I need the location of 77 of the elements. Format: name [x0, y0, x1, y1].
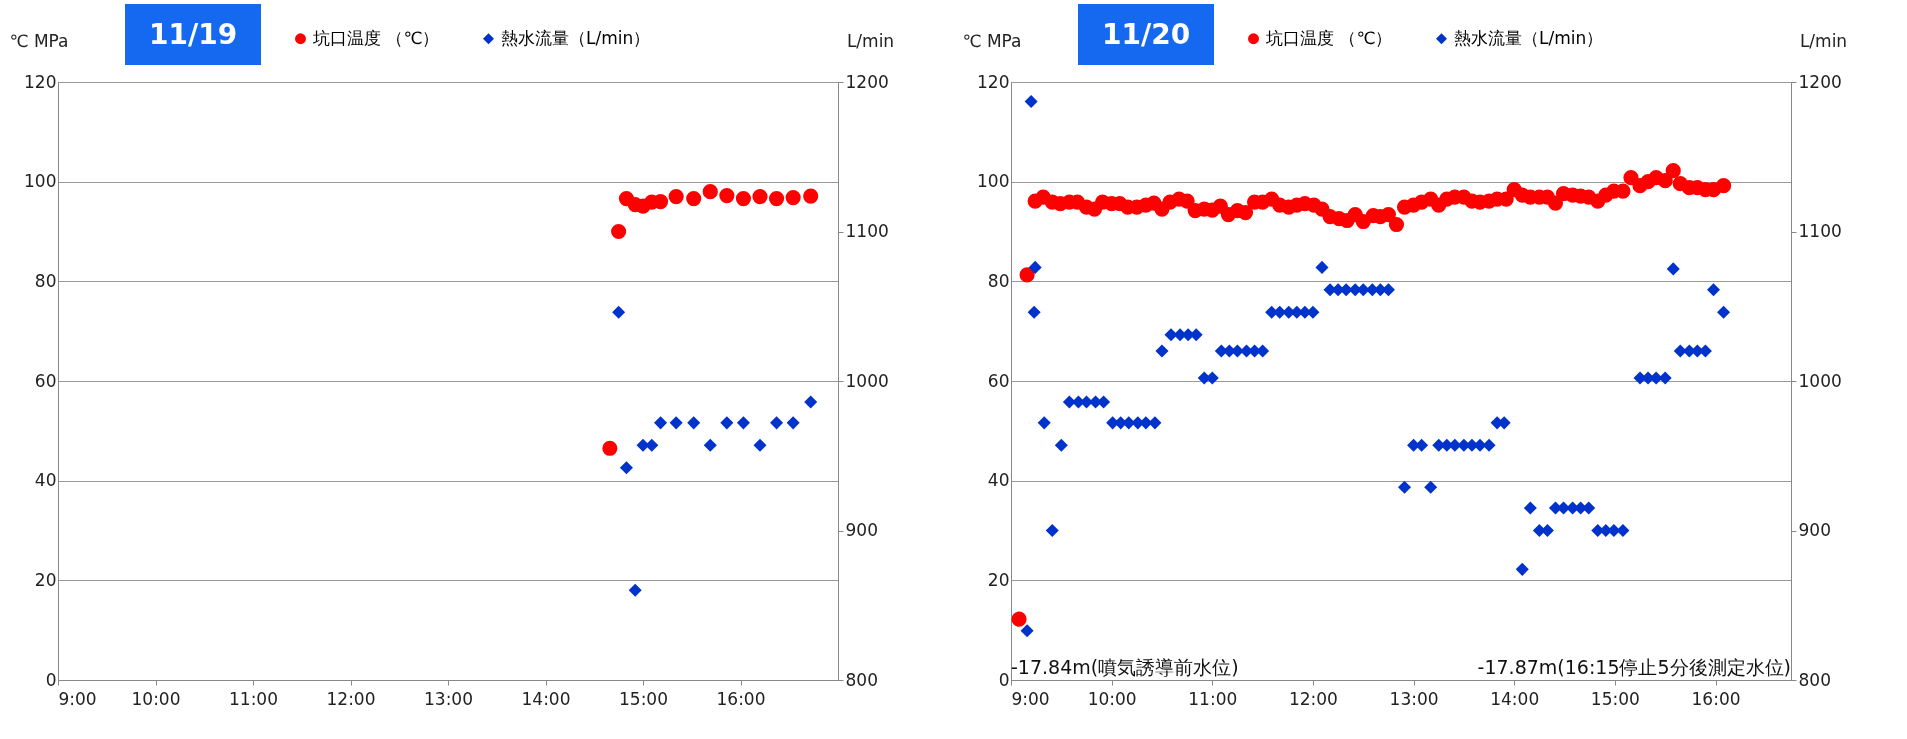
y2-axis-title: L/min: [1799, 30, 1848, 51]
y2-tick-label: 900: [845, 520, 878, 540]
y-tick-label: 20: [34, 569, 57, 590]
x-tick-label: 10:00: [1087, 688, 1137, 709]
legend-label: 坑口温度 （℃）: [1265, 27, 1393, 48]
point: [602, 440, 618, 456]
y-tick-label: 100: [24, 171, 57, 192]
y-axis-title: ℃ MPa: [9, 30, 69, 51]
x-tick-label: 12:00: [1288, 688, 1338, 709]
point: [628, 583, 642, 597]
point: [803, 188, 819, 204]
x-tick-label: 15:00: [619, 688, 668, 709]
point: [785, 190, 801, 206]
point: [735, 191, 752, 207]
point: [702, 184, 718, 200]
annotation: -17.87m(16:15停止5分後測定水位): [1477, 656, 1791, 678]
x-tick-label: 13:00: [424, 688, 473, 709]
point: [768, 191, 785, 207]
point: [703, 438, 717, 452]
point: [736, 416, 750, 430]
y-tick-label: 20: [987, 569, 1010, 590]
y2-tick-label: 900: [1798, 520, 1831, 540]
x-tick-label: 11:00: [229, 688, 278, 709]
y2-tick-label: 800: [1798, 669, 1831, 690]
y-axis-title: ℃ MPa: [962, 30, 1022, 51]
y2-tick-label: 1100: [845, 221, 889, 241]
y-tick-label: 60: [987, 370, 1010, 391]
point: [669, 416, 683, 430]
x-tick-label: 16:00: [716, 688, 766, 709]
point: [752, 189, 768, 205]
point: [720, 416, 734, 430]
y-tick-label: 80: [34, 270, 57, 291]
chart-title: 11/19: [125, 4, 262, 65]
legend-label: 熱水流量（L/min）: [1454, 27, 1604, 48]
annotation: -17.84m(噴気誘導前水位): [1011, 656, 1239, 678]
point: [611, 223, 627, 240]
x-tick-label: 9:00: [58, 688, 97, 709]
y-tick-label: 0: [998, 669, 1010, 690]
point: [619, 461, 633, 475]
x-tick-label: 14:00: [1490, 688, 1540, 709]
point: [668, 189, 684, 205]
y-tick-label: 60: [34, 370, 57, 391]
y2-tick-label: 1000: [1798, 370, 1842, 391]
chart-title: 11/20: [1078, 4, 1215, 65]
x-tick-label: 9:00: [1011, 688, 1050, 709]
x-tick-label: 11:00: [1188, 688, 1238, 709]
point: [753, 438, 767, 452]
x-tick-label: 14:00: [521, 688, 571, 709]
y2-axis-title: L/min: [846, 30, 895, 51]
y2-tick-label: 1000: [845, 370, 889, 391]
point: [612, 305, 626, 319]
point: [770, 416, 784, 430]
point: [654, 416, 668, 430]
x-tick-label: 15:00: [1590, 688, 1640, 709]
y-tick-label: 100: [977, 171, 1010, 192]
y-tick-label: 120: [24, 71, 57, 92]
point: [645, 438, 659, 452]
point: [686, 191, 702, 207]
y2-tick-label: 1200: [1798, 71, 1842, 92]
legend-label: 坑口温度 （℃）: [312, 27, 440, 48]
x-tick-label: 10:00: [131, 688, 181, 709]
legend-label: 熱水流量（L/min）: [501, 27, 651, 48]
y-tick-label: 40: [987, 470, 1010, 491]
y-tick-label: 40: [34, 470, 57, 491]
y-tick-label: 120: [977, 71, 1010, 92]
point: [687, 416, 701, 430]
y-tick-label: 0: [45, 669, 57, 690]
x-tick-label: 12:00: [326, 688, 376, 709]
y-tick-label: 80: [987, 270, 1010, 291]
y2-tick-label: 1200: [845, 71, 889, 92]
y2-tick-label: 800: [845, 669, 878, 690]
point: [719, 188, 735, 204]
x-tick-label: 13:00: [1389, 688, 1439, 709]
x-tick-label: 16:00: [1691, 688, 1741, 709]
point: [804, 395, 818, 409]
point: [786, 416, 800, 430]
y2-tick-label: 1100: [1798, 221, 1842, 241]
